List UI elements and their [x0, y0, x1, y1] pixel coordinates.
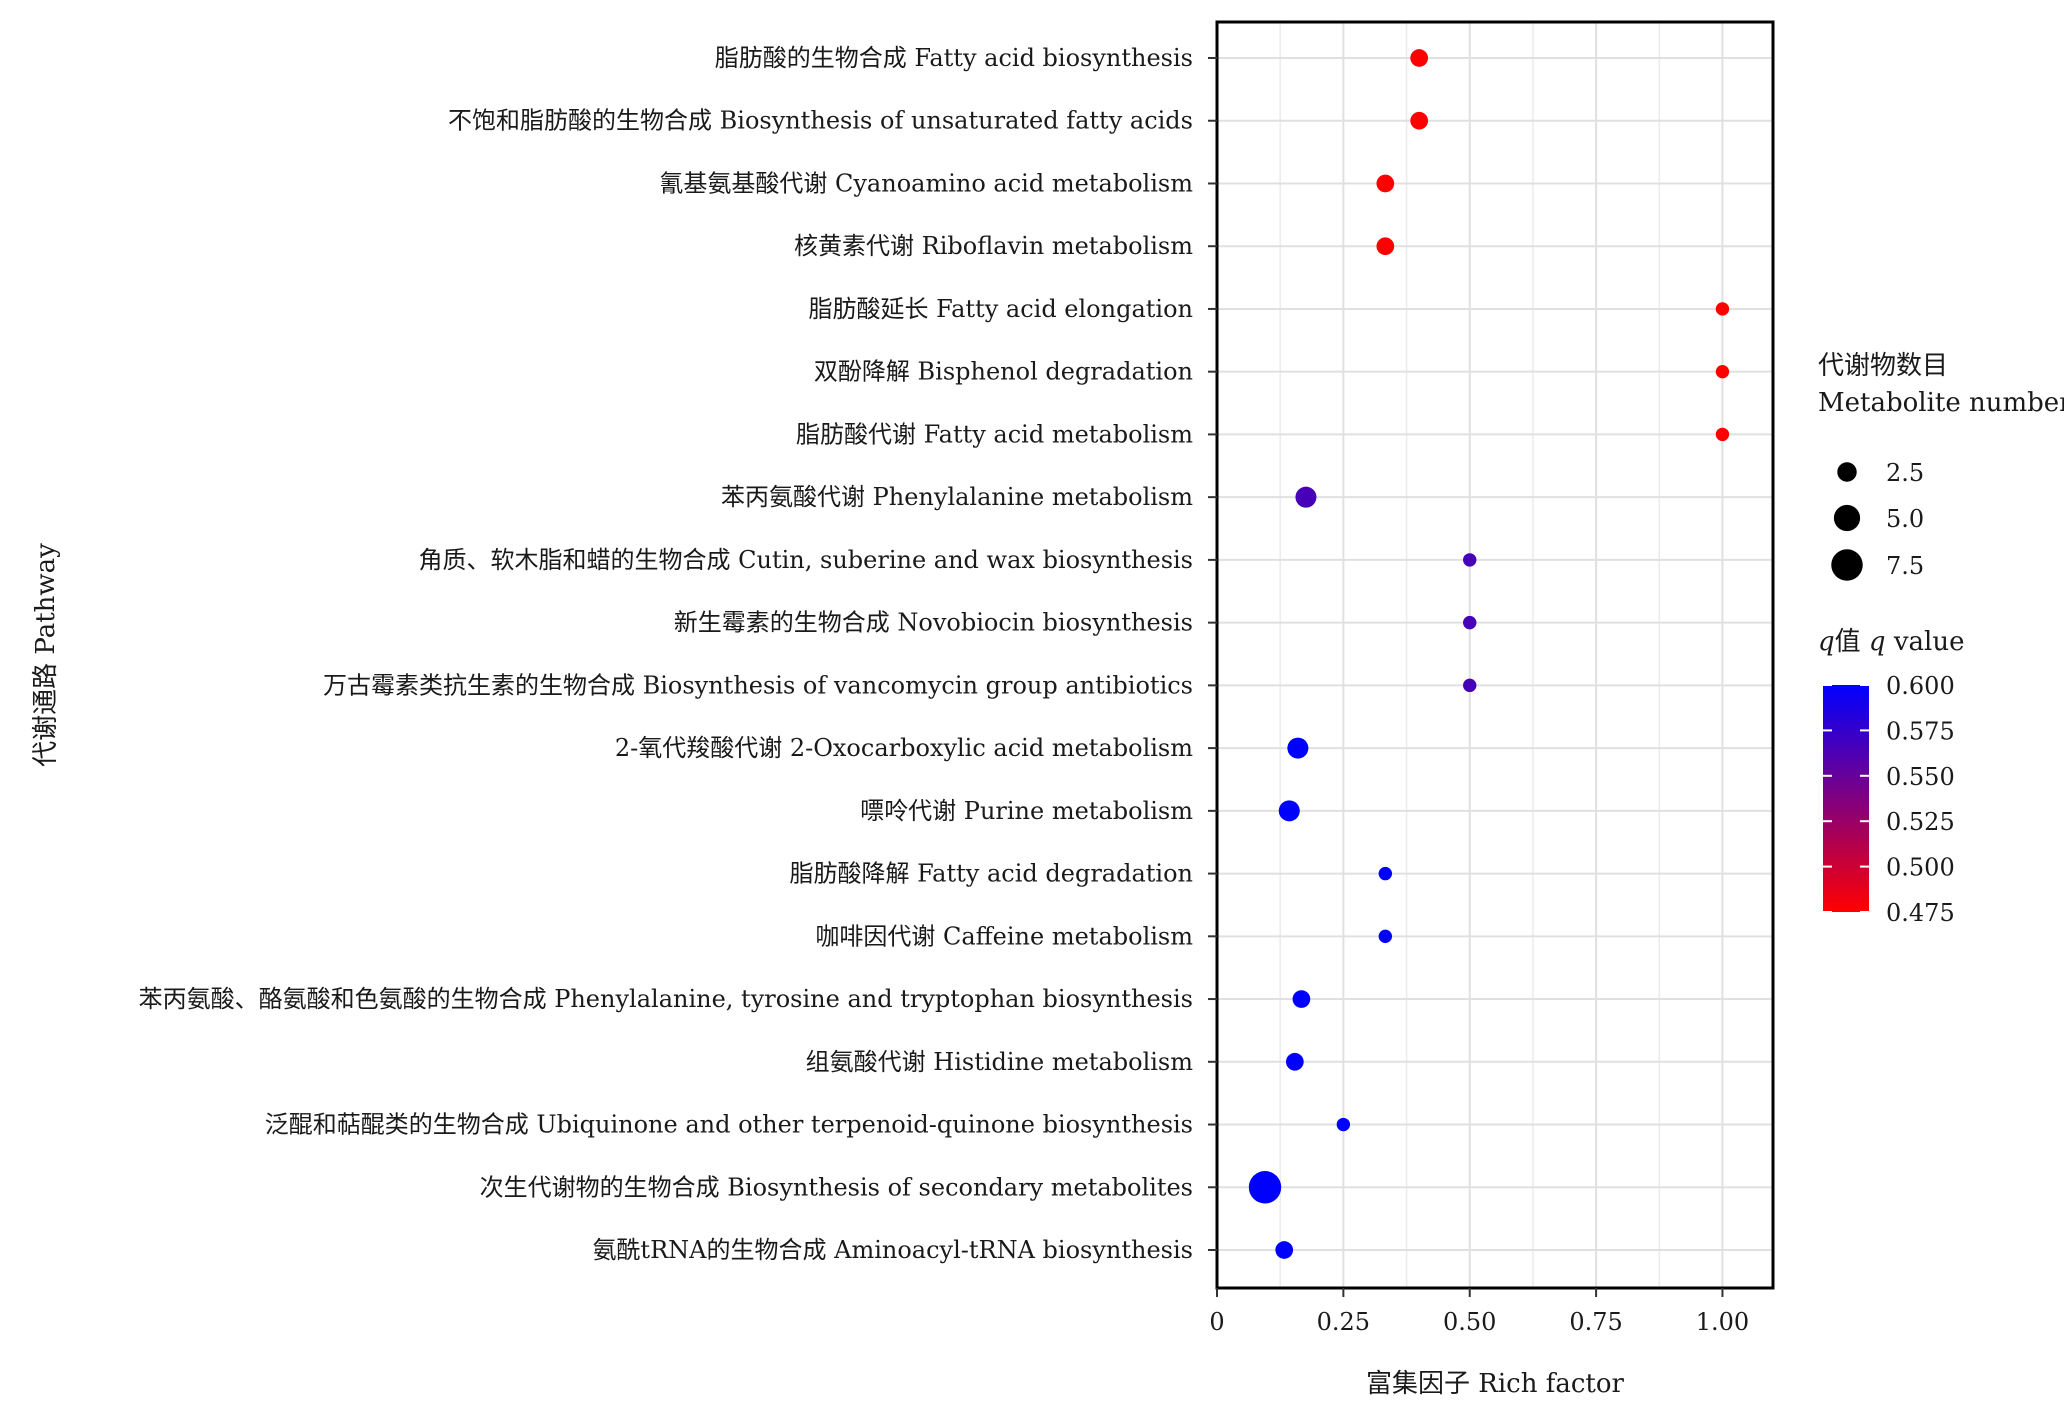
data-point	[1715, 364, 1730, 379]
color-bar-label: 0.500	[1886, 854, 1955, 882]
data-point	[1278, 800, 1300, 822]
color-bar	[1823, 685, 1869, 912]
pathway-label: 核黄素代谢 Riboflavin metabolism	[794, 232, 1193, 260]
data-point	[1295, 486, 1317, 508]
color-legend-title: q值 q value	[1818, 627, 1964, 657]
pathway-label: 氨酰tRNA的生物合成 Aminoacyl-tRNA biosynthesis	[592, 1236, 1193, 1264]
color-bar-label: 0.550	[1886, 763, 1955, 791]
data-point	[1410, 49, 1429, 67]
pathway-label: 泛醌和萜醌类的生物合成 Ubiquinone and other terpeno…	[265, 1111, 1193, 1139]
data-point	[1715, 302, 1730, 316]
x-tick-label: 0	[1209, 1308, 1224, 1336]
color-legend-title-q1: q	[1818, 627, 1835, 657]
color-bar-label: 0.600	[1886, 672, 1955, 700]
data-point	[1376, 237, 1395, 256]
pathway-label: 脂肪酸延长 Fatty acid elongation	[808, 295, 1193, 323]
size-legend-key	[1837, 462, 1857, 482]
data-point	[1463, 615, 1477, 630]
data-point	[1463, 678, 1477, 693]
pathway-label: 脂肪酸代谢 Fatty acid metabolism	[796, 420, 1193, 448]
pathway-label: 嘌呤代谢 Purine metabolism	[860, 797, 1193, 825]
pathway-label: 咖啡因代谢 Caffeine metabolism	[815, 922, 1193, 950]
panel-background	[1217, 22, 1773, 1288]
legend: 代谢物数目 Metabolite number 2.5 5.0 7.5 q值 q valu…	[1818, 351, 2064, 927]
pathway-label: 次生代谢物的生物合成 Biosynthesis of secondary met…	[480, 1173, 1193, 1201]
data-point	[1715, 427, 1730, 442]
pathway-label: 万古霉素类抗生素的生物合成 Biosynthesis of vancomycin…	[323, 671, 1193, 699]
size-legend-label: 7.5	[1886, 552, 1924, 580]
data-point	[1376, 174, 1395, 193]
pathway-label: 苯丙氨酸代谢 Phenylalanine metabolism	[721, 483, 1193, 511]
data-point	[1248, 1171, 1282, 1204]
panel-border	[1215, 20, 1775, 1290]
data-point	[1463, 553, 1477, 567]
data-point	[1410, 111, 1429, 130]
color-bar-label: 0.575	[1886, 717, 1955, 745]
size-legend-key	[1833, 504, 1861, 532]
color-bar-label: 0.525	[1886, 808, 1955, 836]
data-point	[1275, 1241, 1294, 1259]
x-axis-title: 富集因子 Rich factor	[1366, 1369, 1625, 1399]
x-tick-label: 1.00	[1696, 1308, 1749, 1336]
size-legend-label: 2.5	[1886, 459, 1924, 487]
data-point	[1292, 990, 1311, 1008]
data-point	[1285, 1052, 1304, 1071]
data-point	[1378, 929, 1393, 944]
data-point	[1336, 1117, 1351, 1132]
pathway-label: 2-氧代羧酸代谢 2-Oxocarboxylic acid metabolism	[615, 734, 1193, 762]
color-legend-title-suffix: value	[1886, 627, 1965, 657]
data-point	[1287, 737, 1309, 759]
pathway-label: 氰基氨基酸代谢 Cyanoamino acid metabolism	[659, 169, 1193, 197]
pathway-label: 双酚降解 Bisphenol degradation	[814, 358, 1193, 386]
size-legend-label: 5.0	[1886, 505, 1924, 533]
pathway-label: 新生霉素的生物合成 Novobiocin biosynthesis	[674, 609, 1193, 637]
plot-area: 0 0.25 0.50 0.75 1.00 脂肪酸的生物合成 Fatty acid bio…	[31, 20, 1775, 1399]
data-point	[1378, 866, 1393, 881]
color-bar-label: 0.475	[1886, 899, 1955, 927]
color-legend-title-prefix: 值	[1835, 627, 1869, 657]
x-tick-label: 0.75	[1569, 1308, 1622, 1336]
pathway-label: 脂肪酸的生物合成 Fatty acid biosynthesis	[715, 44, 1193, 72]
pathway-label: 角质、软木脂和蜡的生物合成 Cutin, suberine and wax bi…	[419, 546, 1193, 574]
size-legend-title-cn: 代谢物数目	[1818, 351, 1948, 381]
x-tick-label: 0.25	[1317, 1308, 1370, 1336]
x-tick-label: 0.50	[1443, 1308, 1496, 1336]
color-legend-title-q2: q	[1869, 627, 1886, 657]
size-legend-key	[1831, 549, 1863, 581]
pathway-label: 脂肪酸降解 Fatty acid degradation	[790, 860, 1193, 888]
pathway-label: 组氨酸代谢 Histidine metabolism	[806, 1048, 1194, 1076]
y-axis-title: 代谢通路 Pathway	[31, 543, 61, 767]
pathway-label: 不饱和脂肪酸的生物合成 Biosynthesis of unsaturated …	[448, 107, 1193, 135]
pathway-label: 苯丙氨酸、酪氨酸和色氨酸的生物合成 Phenylalanine, tyrosin…	[139, 985, 1193, 1013]
size-legend-title-en: Metabolite number	[1818, 388, 2064, 418]
